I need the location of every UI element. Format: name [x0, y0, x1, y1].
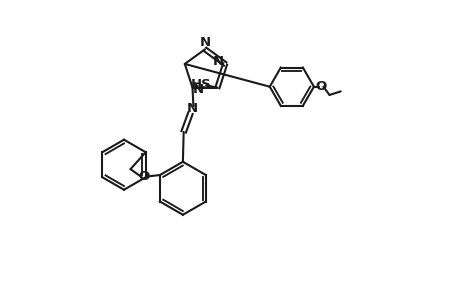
- Text: HS: HS: [190, 78, 211, 91]
- Text: O: O: [315, 80, 326, 93]
- Text: N: N: [200, 36, 211, 49]
- Text: O: O: [138, 170, 149, 183]
- Text: N: N: [186, 102, 197, 116]
- Text: N: N: [213, 55, 224, 68]
- Text: N: N: [192, 82, 203, 96]
